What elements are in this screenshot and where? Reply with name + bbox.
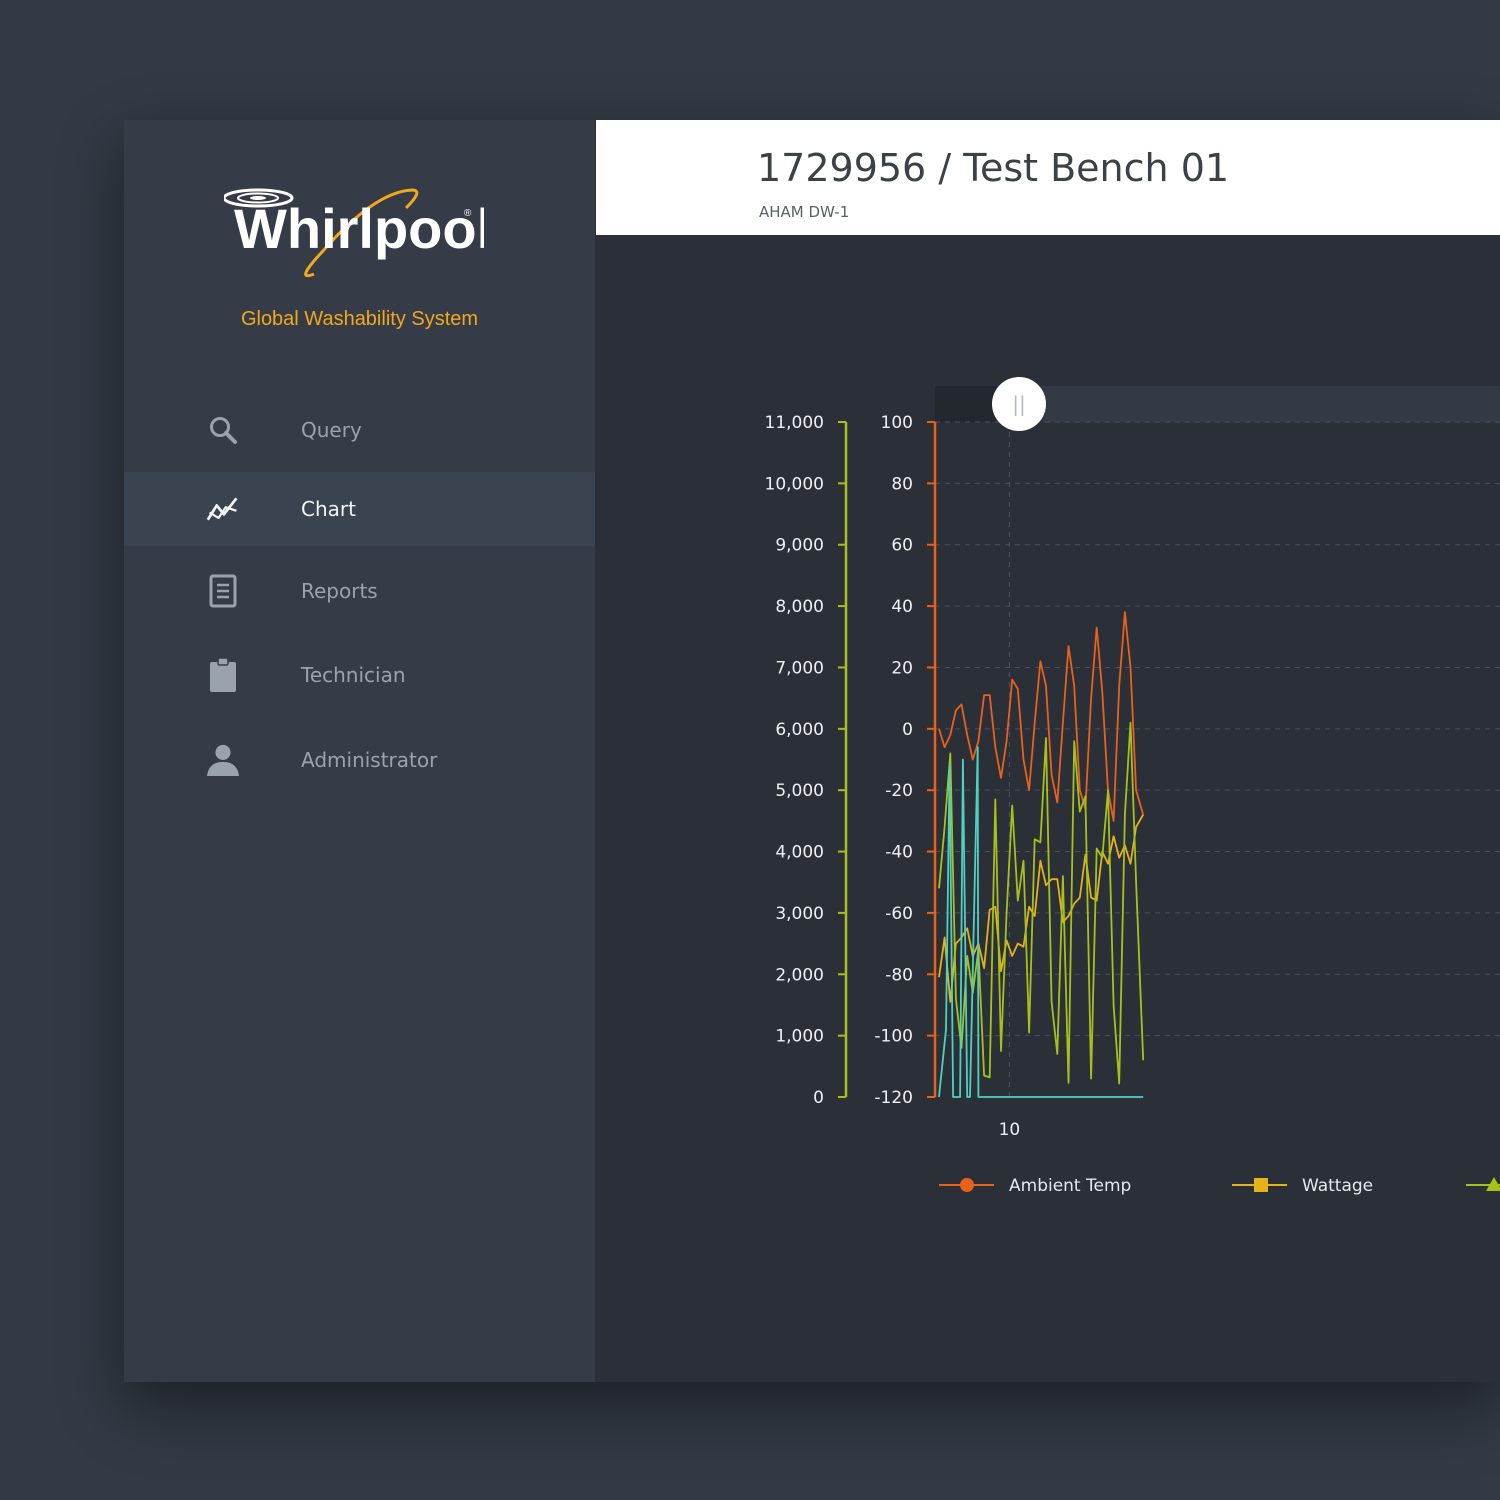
range-slider-handle[interactable]: || — [992, 377, 1046, 431]
sidebar-item-chart[interactable]: Chart — [124, 472, 595, 546]
svg-text:||: || — [1012, 392, 1025, 416]
left-tick-label: 0 — [813, 1088, 824, 1108]
page-title: 1729956 / Test Bench 01 — [757, 146, 1230, 190]
left-tick-label: 6,000 — [775, 720, 824, 740]
left-tick-label: 8,000 — [775, 597, 824, 617]
left-tick-label: 7,000 — [775, 658, 824, 678]
chart-legend: Ambient Temp Wattage — [939, 1176, 1500, 1196]
right-tick-label: 20 — [891, 658, 913, 678]
right-tick-label: -120 — [874, 1088, 913, 1108]
chart-area: 11,000 10,000 9,000 8,000 7,000 6,000 5,000 4,0… — [596, 235, 1500, 1382]
right-tick-label: -20 — [885, 781, 913, 801]
legend-marker-circle — [960, 1178, 974, 1192]
right-tick-label: 40 — [891, 597, 913, 617]
series-line-0 — [938, 611, 1145, 822]
chart: 11,000 10,000 9,000 8,000 7,000 6,000 5,000 4,0… — [765, 377, 1500, 1196]
sidebar-item-label: Chart — [301, 497, 356, 521]
search-icon — [206, 413, 240, 447]
svg-text:Whirlpool: Whirlpool — [234, 197, 484, 260]
clipboard-icon — [206, 657, 240, 692]
app-window: Whirlpool ® Global Washability System Qu… — [124, 120, 1500, 1382]
left-tick-label: 9,000 — [775, 536, 824, 556]
left-tick-label: 3,000 — [775, 904, 824, 924]
user-icon — [206, 743, 240, 777]
left-tick-label: 4,000 — [775, 843, 824, 863]
right-tick-label: -60 — [885, 904, 913, 924]
svg-text:®: ® — [464, 208, 472, 219]
series-layer — [938, 611, 1145, 1098]
document-icon — [206, 574, 240, 608]
chart-line-icon — [206, 492, 240, 526]
right-tick-label: 0 — [902, 720, 913, 740]
legend-item[interactable]: Wattage — [1232, 1176, 1373, 1196]
legend-label: Ambient Temp — [1009, 1176, 1131, 1196]
right-tick-label: -100 — [874, 1027, 913, 1047]
left-tick-label: 5,000 — [775, 781, 824, 801]
sidebar-item-technician[interactable]: Technician — [124, 638, 595, 712]
right-tick-label: 60 — [891, 536, 913, 556]
legend-label: Wattage — [1302, 1176, 1373, 1196]
left-tick-label: 2,000 — [775, 965, 824, 985]
legend-marker-triangle — [1486, 1177, 1500, 1191]
page-subtitle: AHAM DW-1 — [759, 203, 850, 221]
x-axis: 10 — [999, 1120, 1021, 1140]
right-tick-label: -80 — [885, 965, 913, 985]
left-tick-label: 11,000 — [765, 413, 824, 433]
legend-item[interactable] — [1466, 1177, 1500, 1191]
sidebar-item-label: Administrator — [301, 748, 438, 772]
right-tick-label: 80 — [891, 474, 913, 494]
right-axis: 100 80 60 40 20 0 -20 -40 -60 -80 -100 -120 — [874, 413, 935, 1108]
whirlpool-logo: Whirlpool ® — [224, 188, 484, 278]
sidebar-item-label: Technician — [301, 663, 406, 687]
sidebar-item-label: Reports — [301, 579, 378, 603]
sidebar-item-reports[interactable]: Reports — [124, 554, 595, 628]
series-line-3 — [938, 746, 1144, 1098]
app-tagline: Global Washability System — [240, 308, 479, 330]
legend-item[interactable]: Ambient Temp — [939, 1176, 1131, 1196]
right-tick-label: 100 — [881, 413, 913, 433]
sidebar-item-label: Query — [301, 418, 362, 442]
left-axis: 11,000 10,000 9,000 8,000 7,000 6,000 5,000 4,0… — [765, 413, 846, 1108]
sidebar-item-query[interactable]: Query — [124, 393, 595, 467]
legend-marker-square — [1254, 1178, 1268, 1192]
left-tick-label: 10,000 — [765, 474, 824, 494]
sidebar-item-administrator[interactable]: Administrator — [124, 723, 595, 797]
page-header: 1729956 / Test Bench 01 AHAM DW-1 — [596, 120, 1500, 235]
series-line-2 — [938, 721, 1145, 1085]
chart-grid — [935, 421, 1500, 1097]
x-tick-label: 10 — [999, 1120, 1021, 1140]
sidebar: Whirlpool ® Global Washability System Qu… — [124, 120, 595, 1382]
right-tick-label: -40 — [885, 843, 913, 863]
left-tick-label: 1,000 — [775, 1027, 824, 1047]
